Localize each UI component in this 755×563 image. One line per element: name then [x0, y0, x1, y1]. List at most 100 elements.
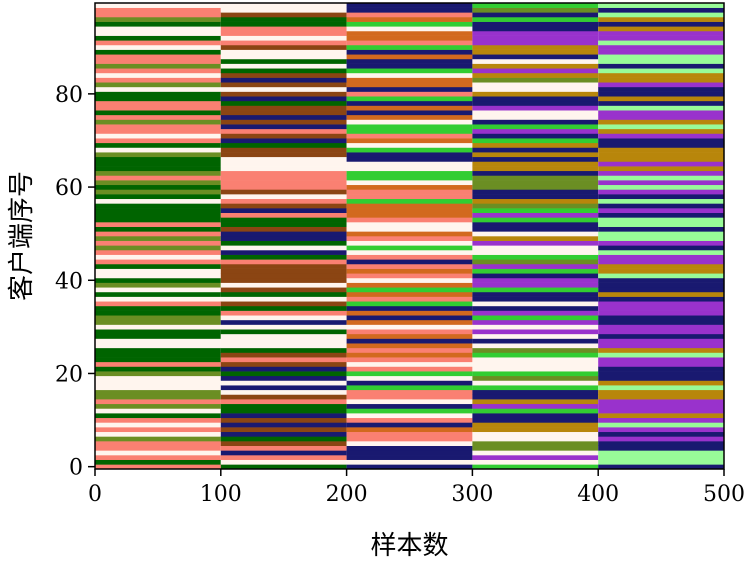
- heatmap-cell: [95, 291, 221, 297]
- heatmap-cell: [472, 455, 599, 460]
- heatmap-cell: [472, 16, 599, 22]
- heatmap-cell: [95, 152, 221, 158]
- heatmap-cell: [472, 352, 599, 358]
- heatmap-cell: [95, 49, 221, 55]
- heatmap-cell: [346, 166, 473, 172]
- heatmap-cell: [346, 277, 473, 283]
- heatmap-cell: [220, 63, 347, 69]
- heatmap-cell: [346, 114, 473, 120]
- heatmap-cell: [346, 296, 473, 302]
- heatmap-cell: [472, 54, 599, 60]
- heatmap-cell: [472, 399, 599, 405]
- heatmap-cell: [472, 464, 599, 470]
- heatmap-cell: [472, 77, 599, 83]
- heatmap-cell: [598, 371, 724, 377]
- heatmap-cell: [472, 184, 599, 190]
- heatmap-cell: [95, 459, 221, 465]
- heatmap-cell: [346, 273, 473, 279]
- heatmap-cell: [598, 226, 724, 232]
- heatmap-cell: [220, 7, 347, 13]
- heatmap-cell: [472, 357, 599, 363]
- y-tick-label: 0: [69, 456, 83, 481]
- heatmap-cell: [95, 287, 221, 293]
- heatmap-cell: [220, 212, 347, 218]
- heatmap-cell: [220, 301, 347, 307]
- heatmap-cell: [472, 441, 599, 446]
- heatmap-cell: [346, 133, 473, 139]
- heatmap-cell: [346, 142, 473, 148]
- heatmap-cell: [472, 459, 599, 465]
- heatmap-cell: [598, 44, 724, 50]
- heatmap-cell: [472, 156, 599, 162]
- heatmap-cell: [220, 436, 347, 442]
- heatmap-cell: [598, 21, 724, 27]
- heatmap-cell: [598, 208, 724, 213]
- heatmap-cell: [220, 184, 347, 190]
- heatmap-cell: [472, 105, 599, 111]
- heatmap-cell: [472, 86, 599, 92]
- heatmap-cell: [95, 40, 221, 46]
- heatmap-cell: [95, 180, 221, 186]
- heatmap-cell: [346, 263, 473, 269]
- heatmap-cell: [220, 72, 347, 78]
- x-tick-label: 200: [326, 482, 368, 507]
- heatmap-cell: [472, 124, 599, 130]
- heatmap-cell: [598, 282, 724, 288]
- heatmap-cell: [346, 35, 473, 41]
- heatmap-cell: [95, 212, 221, 218]
- heatmap-cell: [346, 63, 473, 69]
- heatmap-cell: [220, 96, 347, 102]
- heatmap-cell: [598, 399, 724, 405]
- heatmap-cell: [95, 54, 221, 60]
- heatmap-cell: [598, 375, 724, 381]
- heatmap-cell: [598, 427, 724, 433]
- heatmap-cell: [598, 273, 724, 279]
- heatmap-cell: [472, 333, 599, 339]
- heatmap-cell: [95, 315, 221, 321]
- heatmap-cell: [95, 128, 221, 134]
- heatmap-cell: [598, 343, 724, 349]
- heatmap-cell: [346, 119, 473, 125]
- heatmap-cell: [95, 263, 221, 269]
- heatmap-cell: [346, 450, 473, 456]
- heatmap-cell: [472, 222, 599, 227]
- heatmap-cell: [95, 361, 221, 367]
- heatmap-cell: [472, 315, 599, 321]
- heatmap-cell: [220, 455, 347, 460]
- heatmap-cell: [220, 222, 347, 227]
- heatmap-cell: [95, 110, 221, 116]
- heatmap-cell: [220, 277, 347, 283]
- heatmap-cell: [598, 110, 724, 116]
- heatmap-cell: [472, 212, 599, 218]
- heatmap-cell: [95, 68, 221, 74]
- heatmap-cell: [95, 389, 221, 395]
- heatmap-cell: [95, 142, 221, 148]
- heatmap-cell: [598, 301, 724, 307]
- heatmap-cell: [220, 371, 347, 377]
- heatmap-cell: [220, 58, 347, 64]
- heatmap-cell: [472, 119, 599, 125]
- heatmap-cell: [346, 30, 473, 36]
- heatmap-cell: [472, 91, 599, 97]
- heatmap-cell: [346, 431, 473, 437]
- heatmap-cell: [346, 212, 473, 218]
- heatmap-cell: [346, 222, 473, 227]
- heatmap-cell: [220, 44, 347, 50]
- heatmap-cell: [346, 436, 473, 442]
- heatmap-cell: [598, 277, 724, 283]
- heatmap-cell: [472, 282, 599, 288]
- heatmap-cell: [220, 245, 347, 251]
- heatmap-cell: [598, 156, 724, 162]
- heatmap-cell: [472, 175, 599, 181]
- heatmap-cell: [95, 3, 221, 8]
- heatmap-cell: [598, 86, 724, 92]
- heatmap-cell: [220, 124, 347, 130]
- heatmap-cell: [95, 166, 221, 172]
- heatmap-cell: [598, 77, 724, 83]
- heatmap-cell: [95, 282, 221, 288]
- heatmap-cell: [598, 128, 724, 134]
- heatmap-cell: [220, 152, 347, 158]
- heatmap-cell: [346, 156, 473, 162]
- heatmap-cell: [220, 189, 347, 195]
